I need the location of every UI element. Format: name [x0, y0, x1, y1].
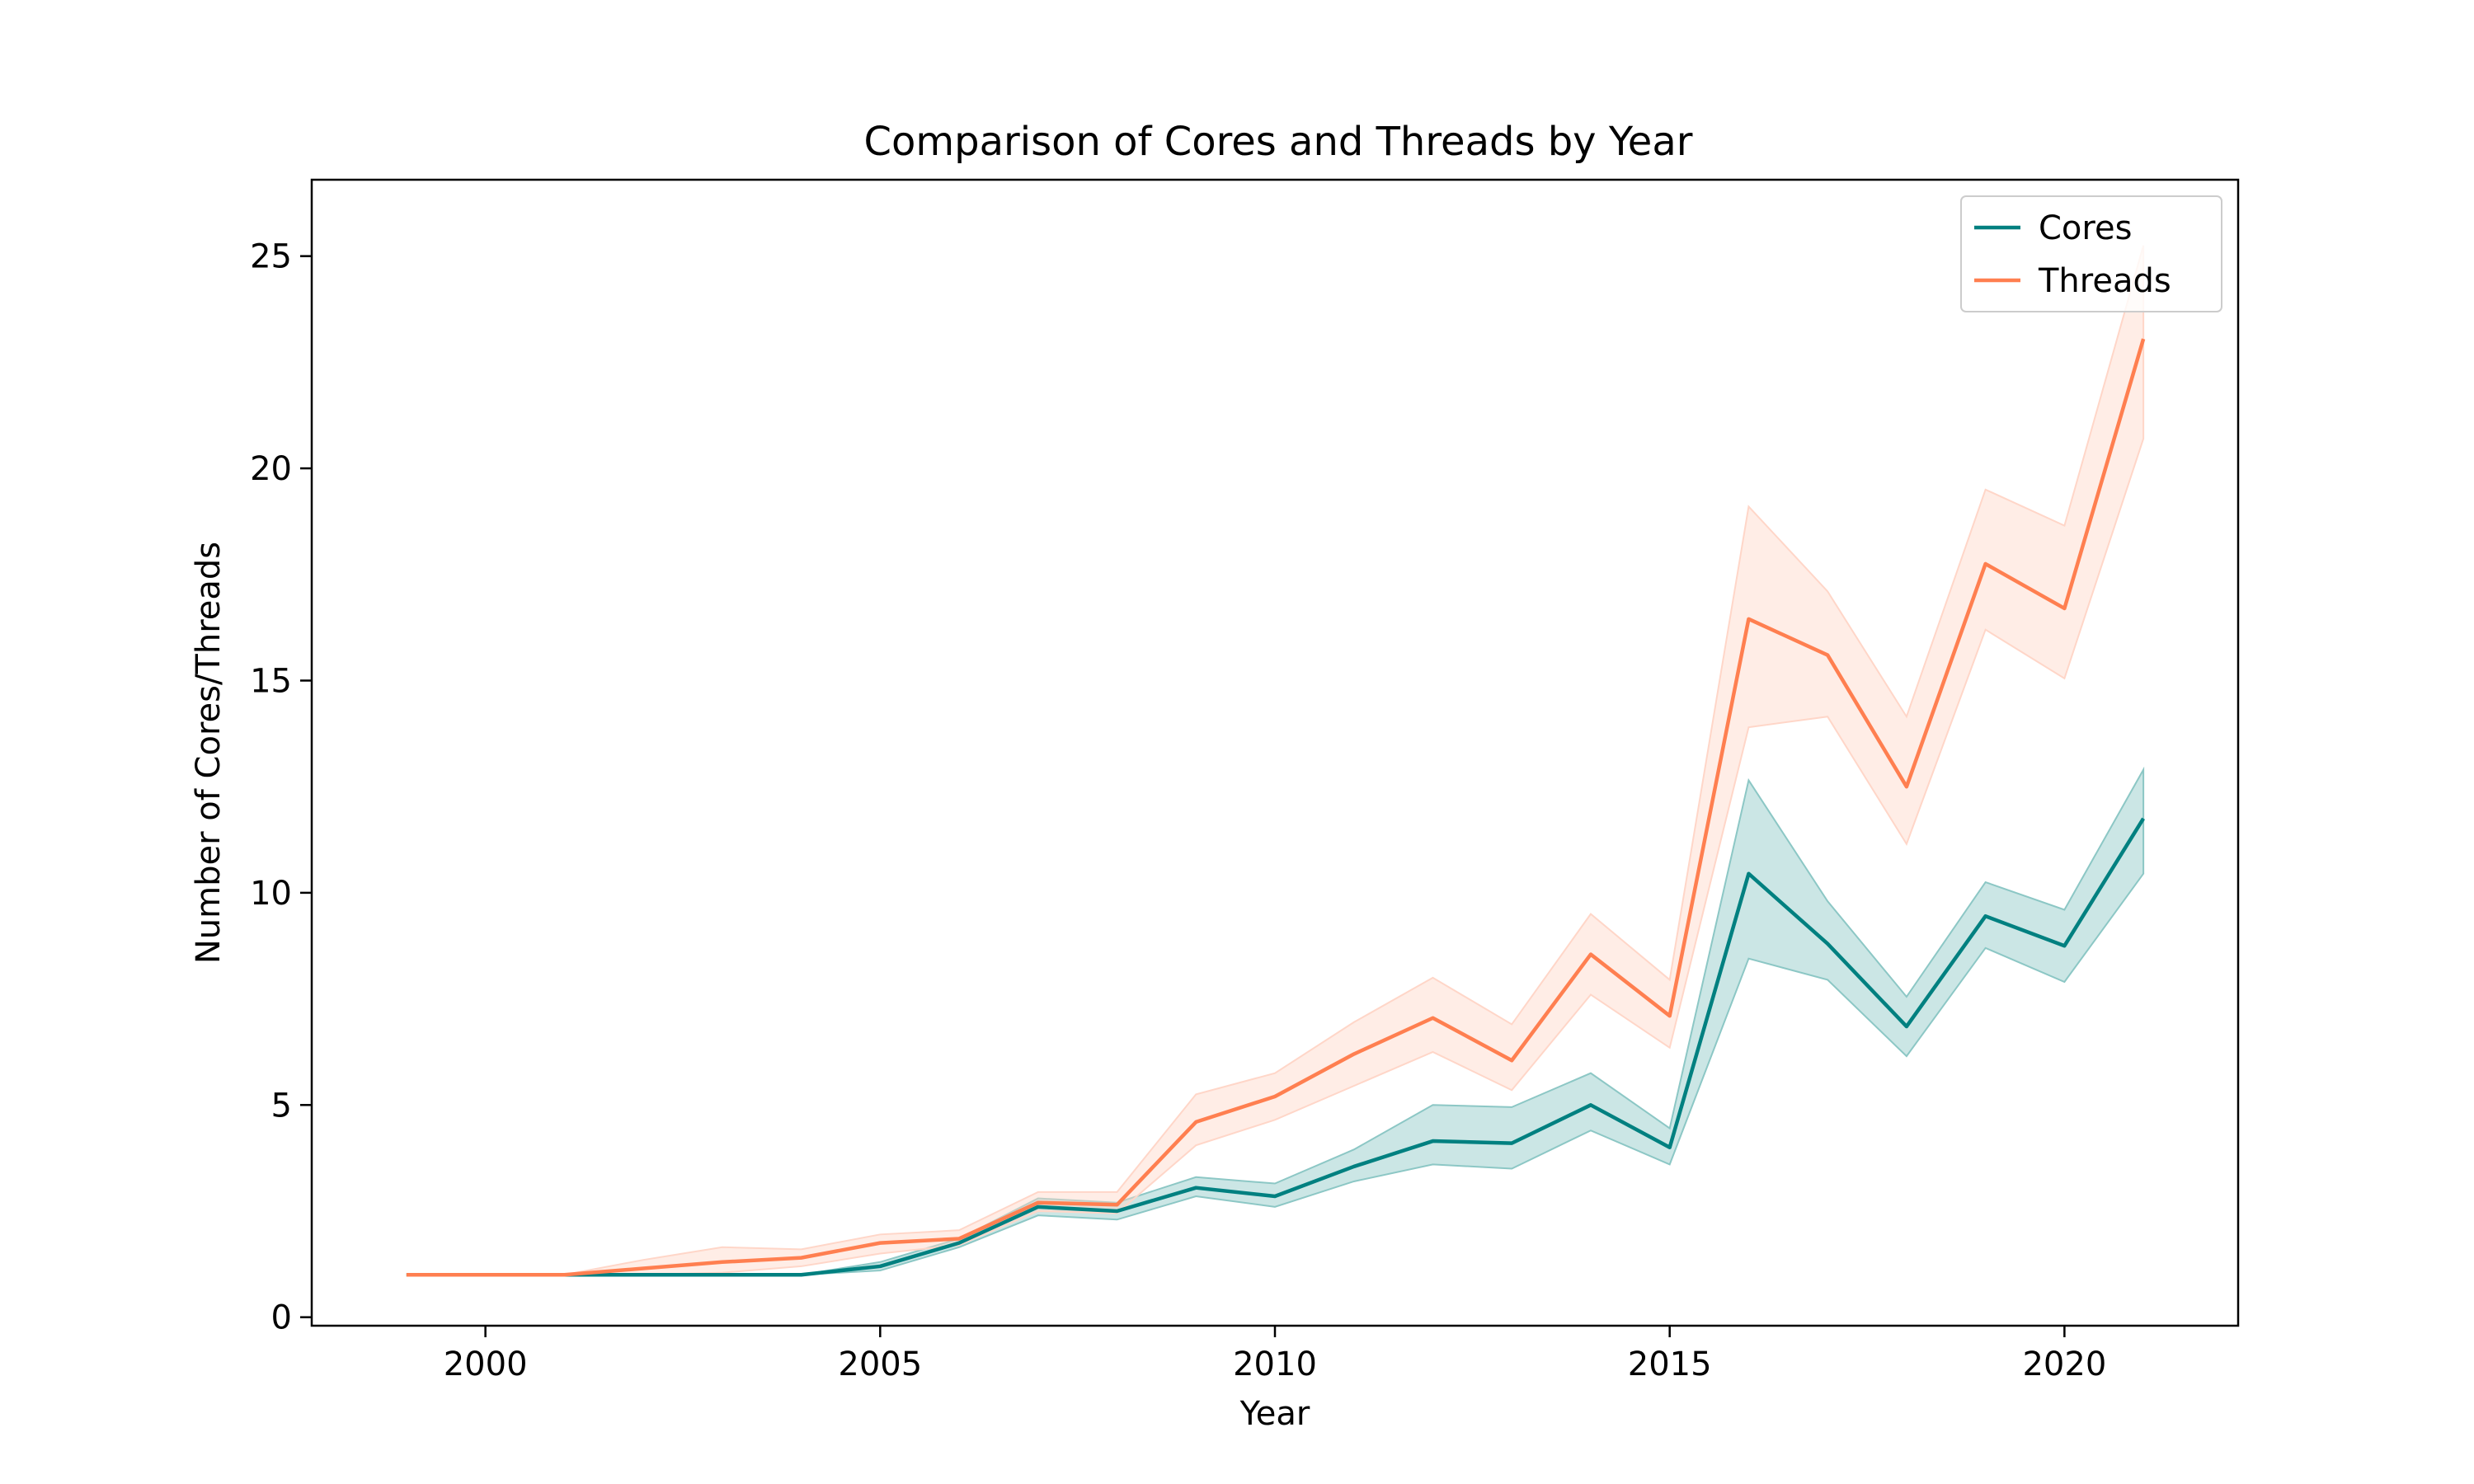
point-cores-2003 [720, 1272, 725, 1277]
point-threads-2009 [1193, 1120, 1198, 1125]
x-axis-label: Year [1239, 1395, 1310, 1433]
point-cores-2011 [1352, 1164, 1357, 1169]
point-threads-2001 [562, 1272, 567, 1277]
point-cores-2017 [1825, 942, 1830, 946]
point-cores-2010 [1272, 1194, 1277, 1199]
legend-label-threads: Threads [2038, 262, 2171, 300]
point-threads-2018 [1904, 784, 1909, 789]
point-cores-2021 [2141, 816, 2146, 821]
y-tick-label-20: 20 [250, 450, 292, 488]
legend-label-cores: Cores [2039, 209, 2132, 247]
point-threads-1999 [404, 1272, 409, 1277]
point-threads-2000 [483, 1272, 488, 1277]
point-threads-2017 [1825, 653, 1830, 658]
point-threads-2008 [1115, 1202, 1120, 1207]
point-threads-2021 [2141, 336, 2146, 341]
point-cores-2012 [1430, 1139, 1435, 1144]
point-cores-2004 [799, 1272, 804, 1277]
y-tick-label-5: 5 [271, 1087, 292, 1125]
y-axis-label: Number of Cores/Threads [190, 542, 228, 964]
y-axis: 0 5 10 15 20 25 [250, 238, 312, 1337]
point-cores-2020 [2062, 943, 2067, 948]
point-threads-2003 [720, 1260, 725, 1265]
point-threads-2019 [1983, 561, 1988, 566]
chart-title: Comparison of Cores and Threads by Year [864, 119, 1693, 165]
point-cores-2009 [1193, 1186, 1198, 1190]
point-cores-2006 [957, 1241, 962, 1246]
point-threads-2016 [1746, 617, 1751, 622]
point-cores-2016 [1746, 871, 1751, 876]
point-cores-2018 [1904, 1024, 1909, 1029]
point-cores-2013 [1509, 1141, 1514, 1146]
y-tick-label-15: 15 [250, 662, 292, 700]
point-threads-2012 [1430, 1016, 1435, 1021]
x-tick-label-2020: 2020 [2022, 1345, 2106, 1383]
point-cores-2019 [1983, 913, 1988, 918]
x-tick-label-2005: 2005 [838, 1345, 922, 1383]
point-threads-2005 [877, 1241, 882, 1246]
x-tick-label-2000: 2000 [444, 1345, 528, 1383]
point-threads-2015 [1667, 1013, 1672, 1018]
point-threads-2006 [957, 1236, 962, 1241]
point-cores-2014 [1588, 1102, 1593, 1107]
point-cores-2015 [1667, 1145, 1672, 1150]
legend-box [1960, 195, 2222, 312]
point-threads-2007 [1036, 1200, 1041, 1205]
point-threads-2004 [799, 1256, 804, 1261]
y-tick-label-25: 25 [250, 238, 292, 276]
point-threads-2002 [641, 1266, 646, 1271]
x-tick-label-2010: 2010 [1233, 1345, 1317, 1383]
y-tick-label-0: 0 [271, 1299, 292, 1337]
point-threads-2013 [1509, 1058, 1514, 1063]
series-lines [404, 336, 2146, 1277]
point-threads-2010 [1272, 1094, 1277, 1099]
line-cores [406, 817, 2146, 1277]
point-threads-2020 [2062, 606, 2067, 611]
point-cores-2005 [877, 1264, 882, 1269]
x-tick-label-2015: 2015 [1628, 1345, 1712, 1383]
y-tick-label-10: 10 [250, 875, 292, 913]
line-threads [406, 338, 2146, 1277]
legend: Cores Threads [1960, 195, 2222, 312]
point-threads-2014 [1588, 952, 1593, 957]
point-threads-2011 [1352, 1052, 1357, 1057]
x-axis: 2000 2005 2010 2015 2020 [444, 1326, 2106, 1383]
point-cores-2008 [1115, 1209, 1120, 1214]
point-cores-2002 [641, 1272, 646, 1277]
